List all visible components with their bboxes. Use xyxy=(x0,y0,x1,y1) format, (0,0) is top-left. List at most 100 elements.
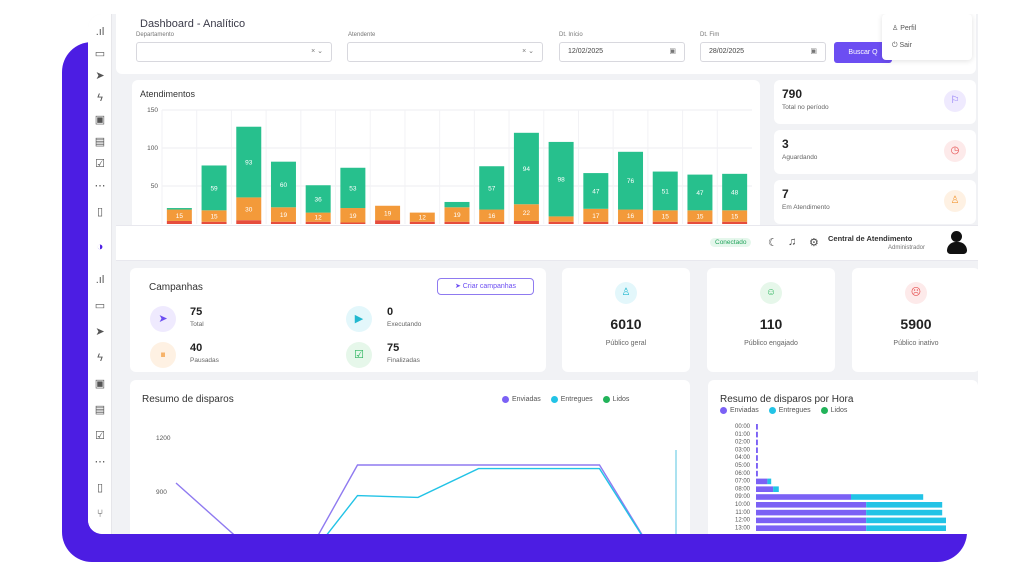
clipboard-icon[interactable]: ▯ xyxy=(96,206,104,218)
bar-segment[interactable] xyxy=(305,212,331,222)
search-button[interactable]: Buscar Q xyxy=(834,42,892,63)
series-line[interactable] xyxy=(175,464,660,534)
bar[interactable] xyxy=(756,486,774,492)
bar[interactable] xyxy=(851,494,924,500)
bar-segment[interactable] xyxy=(687,210,713,222)
bar[interactable] xyxy=(756,439,758,446)
bar-segment[interactable] xyxy=(722,210,748,222)
chat-icon[interactable]: ▭ xyxy=(94,48,106,60)
chart-icon[interactable]: .ıl xyxy=(95,274,105,286)
bar-segment[interactable] xyxy=(444,221,470,224)
atendente-select[interactable]: × ⌄ xyxy=(347,42,543,62)
avatar[interactable] xyxy=(946,231,968,255)
bar[interactable] xyxy=(756,463,758,469)
bar-segment[interactable] xyxy=(409,221,435,224)
flow-icon[interactable]: ⑂ xyxy=(96,508,104,520)
bolt-icon[interactable]: ϟ xyxy=(97,92,103,104)
bar-segment[interactable] xyxy=(444,207,470,222)
bar[interactable] xyxy=(756,517,867,524)
bar-segment[interactable] xyxy=(479,221,505,224)
send-icon[interactable]: ➤ xyxy=(95,326,105,338)
bar[interactable] xyxy=(773,486,779,492)
bar[interactable] xyxy=(866,502,943,508)
bar[interactable] xyxy=(767,478,772,485)
create-campaign-button[interactable]: ➤ Criar campanhas xyxy=(437,278,534,295)
bar[interactable] xyxy=(756,431,758,438)
bar[interactable] xyxy=(756,502,867,508)
send-icon[interactable]: ➤ xyxy=(95,70,105,82)
bar-segment[interactable] xyxy=(270,221,296,224)
bar-segment[interactable] xyxy=(652,221,678,224)
bar[interactable] xyxy=(756,470,758,477)
bar-segment[interactable] xyxy=(513,132,539,205)
clipboard-icon[interactable]: ▯ xyxy=(96,482,104,494)
more-icon[interactable]: ⋯ xyxy=(94,456,106,468)
bar-segment[interactable] xyxy=(166,208,192,210)
more-icon[interactable]: ⋯ xyxy=(94,180,106,192)
bar-segment[interactable] xyxy=(513,204,539,221)
bar-segment[interactable] xyxy=(583,208,609,222)
bar-segment[interactable] xyxy=(722,221,748,224)
bar-segment[interactable] xyxy=(652,210,678,222)
series-line[interactable] xyxy=(297,467,660,534)
bar[interactable] xyxy=(756,455,758,461)
bar-segment[interactable] xyxy=(583,221,609,224)
bar-segment[interactable] xyxy=(236,126,262,198)
departamento-select[interactable]: × ⌄ xyxy=(136,42,332,62)
bar-segment[interactable] xyxy=(583,173,609,209)
toggle-icon[interactable]: ◑ xyxy=(96,241,104,253)
checkbox-icon[interactable]: ☑ xyxy=(95,158,105,170)
bar-segment[interactable] xyxy=(444,201,470,208)
bar[interactable] xyxy=(866,525,946,531)
bar-segment[interactable] xyxy=(618,209,644,222)
bar-segment[interactable] xyxy=(305,185,331,213)
bar-segment[interactable] xyxy=(201,210,227,222)
bar[interactable] xyxy=(756,424,758,430)
bar-segment[interactable] xyxy=(652,171,678,211)
bar-segment[interactable] xyxy=(340,167,366,209)
profile-menu-item[interactable]: ♙ Perfil xyxy=(892,24,916,32)
bar-segment[interactable] xyxy=(270,161,296,208)
bolt-icon[interactable]: ϟ xyxy=(97,352,103,364)
bar-segment[interactable] xyxy=(236,197,262,221)
bar-segment[interactable] xyxy=(513,220,539,224)
logout-menu-item[interactable]: ⏻ Sair xyxy=(892,42,912,50)
bar[interactable] xyxy=(756,509,867,516)
bar-segment[interactable] xyxy=(270,207,296,222)
bar[interactable] xyxy=(866,509,943,516)
bar-segment[interactable] xyxy=(618,221,644,224)
bar-segment[interactable] xyxy=(687,174,713,211)
bar[interactable] xyxy=(756,525,867,531)
calendar-icon[interactable]: ▤ xyxy=(94,136,106,148)
bar-segment[interactable] xyxy=(409,212,435,222)
calendar-icon[interactable]: ▤ xyxy=(94,404,106,416)
bar-segment[interactable] xyxy=(375,205,401,221)
bar-segment[interactable] xyxy=(479,209,505,222)
chat-icon[interactable]: ▭ xyxy=(94,300,106,312)
bar-segment[interactable] xyxy=(548,141,574,217)
moon-icon[interactable]: ☾ xyxy=(768,237,778,249)
board-icon[interactable]: ▣ xyxy=(94,114,106,126)
bar-segment[interactable] xyxy=(375,220,401,224)
bar[interactable] xyxy=(756,447,758,453)
bar-segment[interactable] xyxy=(201,165,227,211)
bar[interactable] xyxy=(756,478,768,485)
bar-segment[interactable] xyxy=(340,208,366,223)
bar-segment[interactable] xyxy=(722,173,748,211)
gear-icon[interactable]: ⚙ xyxy=(809,237,819,249)
dt-inicio-input[interactable]: 12/02/2025 ▣ xyxy=(559,42,685,62)
bar-segment[interactable] xyxy=(201,221,227,224)
bar-segment[interactable] xyxy=(305,221,331,224)
bar-segment[interactable] xyxy=(548,221,574,224)
bar-segment[interactable] xyxy=(618,151,644,210)
bar[interactable] xyxy=(756,494,851,500)
bell-icon[interactable]: ♫ xyxy=(788,236,797,248)
bar-segment[interactable] xyxy=(236,220,262,224)
bar[interactable] xyxy=(866,517,946,524)
checkbox-icon[interactable]: ☑ xyxy=(95,430,105,442)
bar-segment[interactable] xyxy=(166,220,192,224)
bar-segment[interactable] xyxy=(340,222,366,224)
chart-icon[interactable]: .ıl xyxy=(95,26,105,38)
bar-segment[interactable] xyxy=(166,209,192,221)
board-icon[interactable]: ▣ xyxy=(94,378,106,390)
